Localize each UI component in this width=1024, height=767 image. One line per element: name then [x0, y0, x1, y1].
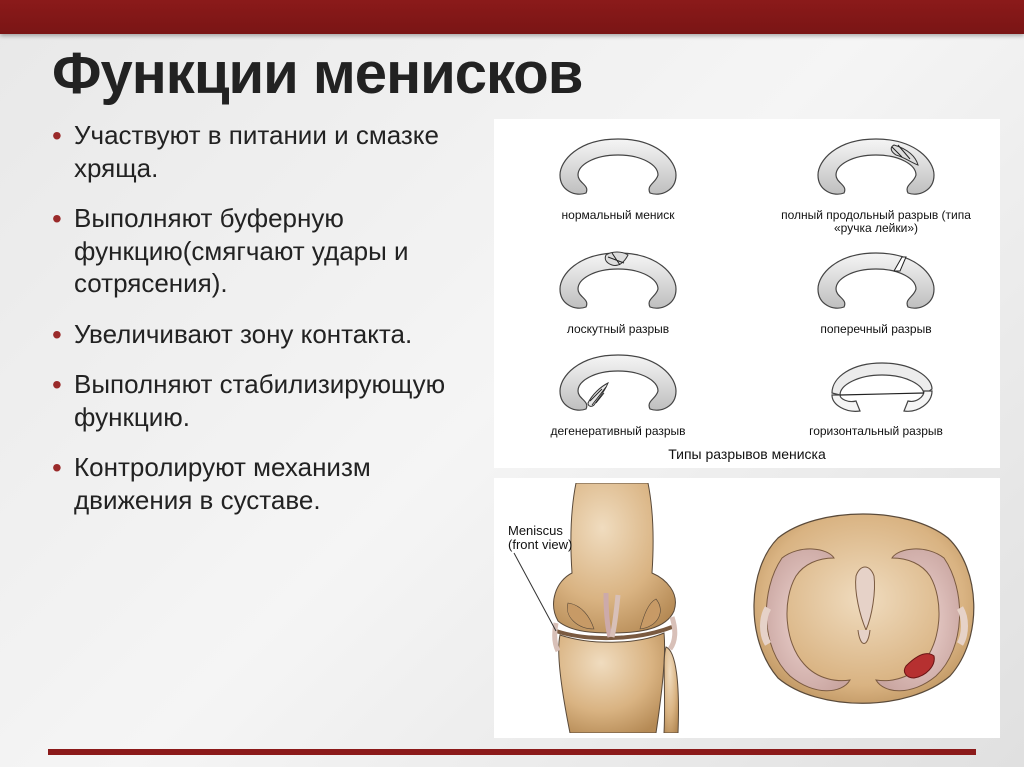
accent-bottom-bar: [48, 749, 976, 755]
bullet-item: Выполняют буферную функцию(смягчают удар…: [48, 202, 478, 300]
meniscus-degenerative-icon: [548, 343, 688, 423]
slide-content: Функции менисков Участвуют в питании и с…: [48, 34, 1000, 743]
tear-cell-normal: нормальный мениск: [504, 127, 732, 235]
meniscus-normal-icon: [548, 127, 688, 207]
tear-caption: поперечный разрыв: [820, 323, 931, 336]
bullet-item: Контролируют механизм движения в суставе…: [48, 451, 478, 516]
accent-top-bar: [0, 0, 1024, 34]
tear-types-title: Типы разрывов мениска: [504, 446, 990, 462]
tear-cell-radial: поперечный разрыв: [762, 241, 990, 336]
meniscus-bucket-icon: [806, 127, 946, 207]
slide-title: Функции менисков: [52, 40, 1000, 107]
tear-caption: горизонтальный разрыв: [809, 425, 943, 438]
tear-caption: полный продольный разрыв (типа «ручка ле…: [762, 209, 990, 235]
bullet-list-column: Участвуют в питании и смазке хряща. Выпо…: [48, 119, 478, 738]
bullet-item: Участвуют в питании и смазке хряща.: [48, 119, 478, 184]
bullet-item: Увеличивают зону контакта.: [48, 318, 478, 351]
knee-illustration: Meniscus (front view): [494, 478, 1000, 738]
tear-caption: дегенеративный разрыв: [550, 425, 685, 438]
tear-cell-degenerative: дегенеративный разрыв: [504, 343, 732, 438]
tear-caption: лоскутный разрыв: [567, 323, 669, 336]
meniscus-top-view-icon: [738, 498, 988, 718]
bullet-list: Участвуют в питании и смазке хряща. Выпо…: [48, 119, 478, 516]
meniscus-flap-icon: [548, 241, 688, 321]
tear-types-figure: нормальный мениск полный продольный разр…: [494, 119, 1000, 468]
knee-label-line1: Meniscus: [508, 523, 563, 538]
knee-label-line2: (front view): [508, 537, 572, 552]
meniscus-horizontal-icon: [806, 343, 946, 423]
figures-column: нормальный мениск полный продольный разр…: [494, 119, 1000, 738]
tear-caption: нормальный мениск: [562, 209, 675, 222]
tear-cell-bucket: полный продольный разрыв (типа «ручка ле…: [762, 127, 990, 235]
tear-cell-flap: лоскутный разрыв: [504, 241, 732, 336]
meniscus-radial-icon: [806, 241, 946, 321]
bullet-item: Выполняют стабилизирующую функцию.: [48, 368, 478, 433]
knee-front-view-icon: Meniscus (front view): [506, 483, 716, 733]
tear-cell-horizontal: горизонтальный разрыв: [762, 343, 990, 438]
